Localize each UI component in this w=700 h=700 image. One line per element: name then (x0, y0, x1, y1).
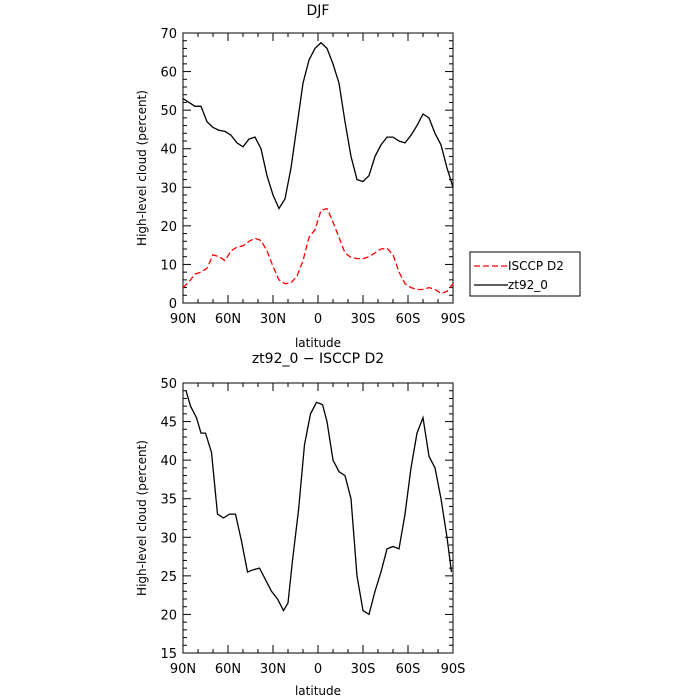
series-line-isccp-d2 (182, 207, 454, 295)
y-tick-label: 10 (160, 258, 177, 273)
series-layer (182, 41, 454, 295)
chart-title: zt92_0 − ISCCP D2 (252, 351, 384, 367)
y-tick-label: 60 (160, 66, 177, 81)
x-tick-label: 30N (260, 662, 286, 677)
x-tick-label: 60S (396, 662, 421, 677)
y-tick-label: 40 (160, 454, 177, 469)
x-tick-label: 90S (441, 662, 466, 677)
x-tick-label: 90N (170, 312, 196, 327)
x-axis-title: latitude (295, 684, 341, 698)
y-axis-title: High-level cloud (percent) (135, 90, 149, 246)
x-axis: 90N 60N 30N 0 30S 60S 90S (170, 383, 466, 677)
x-tick-label: 0 (314, 662, 322, 677)
y-axis: 0 10 20 30 40 50 60 70 (160, 27, 453, 312)
x-tick-label: 60N (215, 662, 241, 677)
y-tick-label: 35 (160, 493, 177, 508)
y-tick-label: 20 (160, 220, 177, 235)
x-tick-label: 30S (351, 662, 376, 677)
y-tick-label: 45 (160, 416, 177, 431)
chart-difference: zt92_0 − ISCCP D2 15 20 25 30 35 40 45 50 90N 60… (135, 351, 465, 698)
y-tick-label: 70 (160, 27, 177, 42)
legend-label-isccp: ISCCP D2 (508, 259, 564, 273)
y-tick-label: 50 (160, 104, 177, 119)
series-line-difference (185, 390, 453, 616)
y-tick-label: 30 (160, 181, 177, 196)
x-tick-label: 90S (441, 312, 466, 327)
y-tick-label: 30 (160, 531, 177, 546)
plot-frame (182, 32, 454, 304)
y-axis-title: High-level cloud (percent) (135, 440, 149, 596)
x-tick-label: 60S (396, 312, 421, 327)
x-axis-title: latitude (295, 336, 341, 350)
y-tick-label: 0 (169, 297, 177, 312)
chart-title: DJF (307, 3, 330, 19)
legend-label-zt92: zt92_0 (508, 278, 548, 292)
x-axis: 90N 60N 30N 0 30S 60S 90S (170, 33, 466, 327)
legend-box (469, 251, 581, 297)
y-tick-label: 15 (160, 647, 177, 662)
y-tick-label: 40 (160, 143, 177, 158)
series-line-zt92-0 (182, 41, 454, 210)
x-tick-label: 0 (314, 312, 322, 327)
series-layer (185, 390, 453, 616)
y-tick-label: 50 (160, 377, 177, 392)
y-axis: 15 20 25 30 35 40 45 50 (160, 377, 453, 662)
x-tick-label: 60N (215, 312, 241, 327)
y-tick-label: 20 (160, 608, 177, 623)
x-tick-label: 90N (170, 662, 196, 677)
legend: ISCCP D2 zt92_0 (469, 251, 581, 297)
y-tick-label: 25 (160, 570, 177, 585)
x-tick-label: 30N (260, 312, 286, 327)
x-tick-label: 30S (351, 312, 376, 327)
